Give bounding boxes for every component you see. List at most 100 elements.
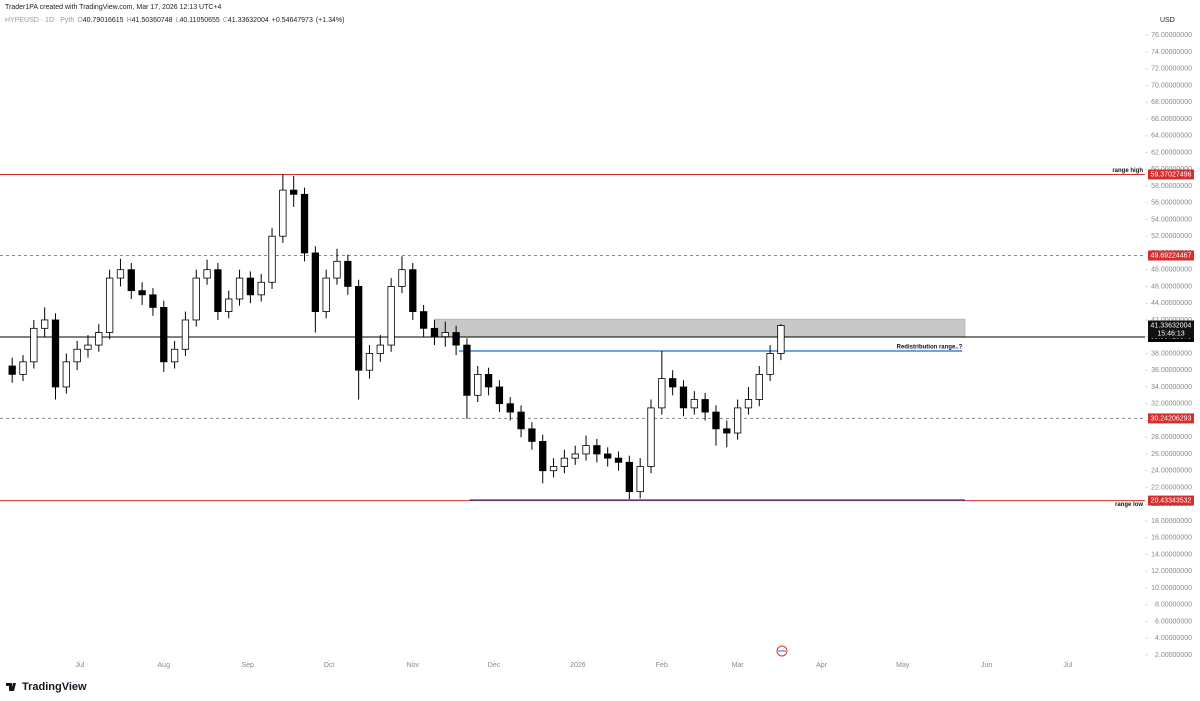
y-tick-label: 16.00000000 [1151, 535, 1192, 542]
x-tick-label: May [896, 662, 910, 669]
y-tick-label: 66.00000000 [1151, 116, 1192, 123]
candle-body [452, 332, 460, 346]
legend-text: 41.33632004 [228, 17, 269, 24]
level-note: range low [1115, 502, 1143, 508]
candle-body [528, 428, 536, 442]
segment-note: Redistribution range..? [897, 345, 963, 351]
brand: TradingView [22, 681, 87, 693]
x-tick-label: Mar [732, 662, 745, 669]
candle-body [463, 344, 471, 396]
event-icon [776, 645, 788, 657]
credit: Trader1PA created with TradingView.com, … [5, 4, 222, 11]
zone [434, 318, 966, 338]
candle-body [636, 466, 644, 493]
candle-body [755, 373, 763, 400]
candle-body [647, 407, 655, 467]
candle-body [149, 294, 157, 308]
legend-text: 41.50360748 [132, 17, 173, 24]
candle-body [279, 189, 287, 237]
candle-body [560, 457, 569, 467]
brand-logo: TradingView [6, 681, 87, 693]
y-tick-label: 28.00000000 [1151, 434, 1192, 441]
candle-body [246, 277, 255, 296]
candle-body [604, 453, 612, 459]
y-tick-label: 10.00000000 [1151, 585, 1192, 592]
legend-key: L [176, 17, 180, 24]
candle-body [614, 457, 623, 463]
candle-body [127, 269, 135, 292]
legend-key: O [77, 17, 83, 24]
candle-body [582, 445, 590, 455]
candle-body [679, 386, 688, 409]
y-tick-label: 4.00000000 [1155, 635, 1192, 642]
candle-body [300, 193, 309, 254]
x-tick-label: Nov [407, 662, 420, 669]
candle-body [484, 373, 493, 388]
y-tick-label: 46.00000000 [1151, 283, 1192, 290]
candle-body [62, 361, 70, 388]
y-tick-label: 24.00000000 [1151, 468, 1192, 475]
level-tag [1148, 495, 1194, 506]
legend-text: 40.79016615 [83, 17, 124, 24]
y-tick-label: 62.00000000 [1151, 149, 1192, 156]
y-tick-label: 2.00000000 [1155, 652, 1192, 659]
candle-body [116, 269, 125, 279]
y-tick-label: 74.00000000 [1151, 49, 1192, 56]
candle-body [170, 348, 179, 363]
candle-body [430, 327, 439, 338]
candle-body [225, 298, 233, 312]
candle-body [744, 399, 753, 409]
y-tick-label: 72.00000000 [1151, 66, 1192, 73]
level-tag-label: 49.69224467 [1151, 252, 1192, 259]
candle-body [181, 319, 190, 350]
candle-body [539, 440, 547, 472]
x-tick-label: Sep [241, 662, 254, 669]
candle-body [19, 361, 27, 375]
candle-body [355, 286, 363, 371]
candle-body [669, 378, 677, 388]
candle-body [506, 403, 514, 413]
candle-body [398, 269, 406, 287]
y-tick-label: 52.00000000 [1151, 233, 1192, 240]
y-tick-label: 12.00000000 [1151, 568, 1192, 575]
x-tick-label: Apr [816, 662, 828, 669]
level-tag-label: 59.37027496 [1151, 171, 1192, 178]
candle-body [41, 319, 49, 329]
candle-body [766, 353, 774, 375]
countdown: 15:46:13 [1157, 330, 1184, 337]
y-tick-label: 58.00000000 [1151, 183, 1192, 190]
candle-body [84, 344, 92, 350]
x-tick-label: Jul [1063, 662, 1072, 669]
y-tick-label: 48.00000000 [1151, 267, 1192, 274]
candle-body [365, 353, 374, 371]
legend-text: HYPEUSD · 1D · Pyth [5, 17, 74, 24]
candle-body [290, 189, 298, 195]
candle-body [495, 386, 504, 405]
candle-body [593, 445, 601, 455]
candle-body [257, 281, 265, 296]
candle-body [625, 461, 633, 493]
candle-body [441, 332, 449, 338]
level-tag-label: 30.24206293 [1151, 415, 1192, 422]
y-tick-label: 32.00000000 [1151, 401, 1192, 408]
y-tick-label: 54.00000000 [1151, 216, 1192, 223]
logo-mark [6, 683, 16, 691]
candle-body [192, 277, 200, 321]
x-tick-label: Jun [981, 662, 992, 669]
candle-body [733, 407, 742, 434]
y-tick-label: 26.00000000 [1151, 451, 1192, 458]
y-tick-label: 64.00000000 [1151, 133, 1192, 140]
level-note: range high [1112, 168, 1143, 174]
candle-body [214, 269, 222, 312]
candle-body [105, 277, 114, 333]
y-tick-label: 38.00000000 [1151, 350, 1192, 357]
y-tick-label: 70.00000000 [1151, 82, 1192, 89]
y-tick-label: 22.00000000 [1151, 484, 1192, 491]
candle-body [409, 269, 417, 312]
y-tick-label: 8.00000000 [1155, 602, 1192, 609]
candle-body [723, 428, 731, 434]
y-tick-label: 42.00000000 [1151, 317, 1192, 324]
candle-body [658, 378, 666, 409]
candle-body [138, 290, 146, 296]
